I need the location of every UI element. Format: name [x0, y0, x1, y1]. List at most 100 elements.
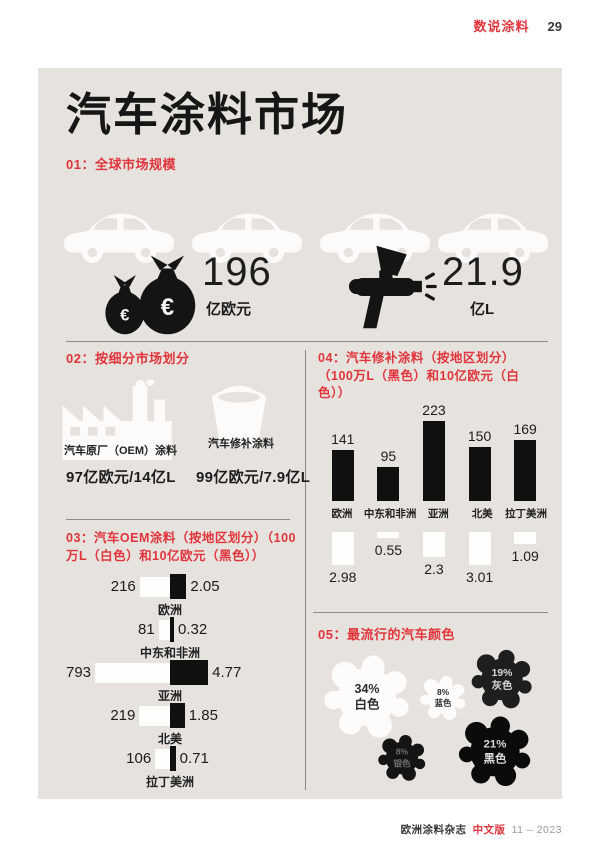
chart-column: 141 — [320, 398, 366, 501]
volume-bar — [139, 705, 170, 726]
chart-column: 3.01 — [457, 532, 503, 585]
revenue-value: 2.05 — [190, 578, 220, 595]
region-label: 中东和非洲 — [363, 508, 417, 520]
volume-value: 141 — [331, 431, 355, 448]
revenue-bar — [468, 532, 491, 566]
car-icon — [437, 213, 549, 263]
car-icon — [191, 213, 303, 263]
revenue-value: 3.01 — [465, 569, 494, 586]
revenue-bar — [170, 746, 176, 771]
region-label: 北美 — [157, 732, 182, 746]
revenue-value: 0.55 — [374, 542, 403, 559]
volume-bar — [139, 576, 170, 597]
revenue-value: 4.77 — [212, 664, 242, 681]
paint-splat-silver: 8% 银色 — [378, 734, 426, 781]
volume-bar — [468, 447, 491, 501]
infographic-panel: 汽车涂料市场 01：全球市场规模 — [38, 68, 562, 799]
volume-bar — [422, 420, 445, 501]
region-label: 欧洲 — [331, 508, 353, 520]
volume-bar — [514, 440, 537, 501]
car-icon — [319, 213, 431, 263]
revenue-bar — [514, 532, 537, 544]
issue-number: 11 – 2023 — [511, 824, 562, 836]
volume-value: 169 — [513, 421, 537, 438]
refinish-segment-name: 汽车修补涂料 — [208, 438, 274, 450]
section-divider — [66, 519, 290, 520]
chart-row: 81 0.32 中东和非洲 — [66, 616, 306, 660]
section-divider — [66, 341, 548, 342]
edition-label: 中文版 — [472, 824, 506, 836]
section-divider — [313, 612, 548, 613]
paint-splat-gray: 19% 灰色 — [471, 649, 532, 709]
revenue-bar — [170, 617, 174, 642]
revenue-bar — [170, 574, 187, 599]
spray-gun-icon — [348, 245, 437, 329]
color-share: 8% — [437, 687, 450, 697]
color-share: 34% — [355, 682, 380, 696]
volume-bar — [331, 450, 354, 501]
revenue-value: 0.32 — [178, 621, 208, 638]
rubric-title: 数说涂料 — [473, 19, 530, 34]
car-icon — [63, 213, 175, 263]
region-label: 亚洲 — [157, 689, 182, 703]
page-header: 数说涂料 29 — [474, 16, 562, 35]
euro-symbol: € — [161, 294, 174, 321]
color-share: 19% — [492, 668, 513, 679]
revenue-value: 2.98 — [329, 568, 357, 585]
refinish-volume-chart: 141 95 223 150 169 — [320, 398, 548, 501]
volume-value: 216 — [110, 578, 136, 595]
paint-bucket-icon — [212, 385, 266, 448]
revenue-bar — [331, 532, 354, 565]
color-share: 8% — [396, 747, 409, 757]
page-number: 29 — [547, 19, 562, 34]
section-05-label: 05：最流行的汽车颜色 — [318, 627, 455, 642]
section-03-label: 03：汽车OEM涂料（按地区划分）（100万L（白色）和10亿欧元（黑色）） — [66, 531, 296, 563]
volume-bar — [155, 748, 170, 769]
refinish-market-unit: 亿L — [470, 301, 495, 318]
volume-value: 81 — [137, 621, 155, 638]
volume-bar — [377, 466, 400, 501]
oem-market-value: 196 — [202, 250, 272, 294]
oem-segment-value: 97亿欧元/14亿L — [66, 469, 176, 486]
chart-column: 0.55 — [366, 532, 412, 585]
region-label: 拉丁美洲 — [145, 775, 194, 789]
paint-splat-black: 21% 黑色 — [458, 716, 531, 787]
oem-market-unit: 亿欧元 — [206, 301, 252, 318]
section-02-label: 02：按细分市场划分 — [66, 351, 190, 366]
volume-value: 150 — [467, 428, 492, 444]
refinish-market-value: 21.9 — [442, 250, 524, 294]
chart-column: 223 — [411, 398, 457, 501]
volume-bar — [158, 619, 170, 640]
paint-splat-blue: 8% 蓝色 — [420, 675, 466, 720]
refinish-segment-value: 99亿欧元/7.9亿L — [196, 469, 311, 486]
chart-row: 216 2.05 欧洲 — [66, 573, 306, 617]
volume-value: 95 — [380, 447, 397, 464]
chart-column: 1.09 — [502, 532, 548, 585]
region-label: 亚洲 — [427, 508, 449, 520]
section-04-label: 04：汽车修补涂料（按地区划分）（100万L（黑色）和10亿欧元（白色）） — [318, 351, 520, 400]
money-bags-icon: € € — [105, 255, 196, 335]
chart-column: 169 — [502, 398, 548, 501]
euro-symbol: € — [120, 305, 129, 324]
revenue-bar — [170, 660, 209, 685]
color-name: 白色 — [355, 697, 380, 712]
journal-name: 欧洲涂料杂志 — [400, 824, 467, 836]
section-01-label: 01：全球市场规模 — [66, 157, 176, 172]
chart-row: 219 1.85 北美 — [66, 702, 306, 746]
chart-column: 95 — [366, 398, 412, 501]
revenue-bar — [377, 532, 400, 539]
chart-row: 106 0.71 拉丁美洲 — [66, 745, 306, 789]
revenue-bar — [422, 532, 445, 558]
paint-splat-white: 34% 白色 — [324, 655, 409, 738]
chart-row: 793 4.77 亚洲 — [66, 659, 306, 703]
revenue-value: 1.09 — [511, 547, 539, 564]
color-name: 黑色 — [484, 751, 507, 765]
volume-value: 106 — [126, 750, 152, 767]
color-share: 21% — [484, 738, 507, 750]
oem-segment-name: 汽车原厂（OEM）涂料 — [64, 445, 178, 457]
revenue-value: 2.3 — [424, 561, 444, 578]
refinish-revenue-chart: 2.98 0.55 2.3 3.01 1.09 — [320, 532, 548, 585]
region-label: 欧洲 — [157, 603, 182, 617]
color-name: 银色 — [393, 757, 411, 768]
